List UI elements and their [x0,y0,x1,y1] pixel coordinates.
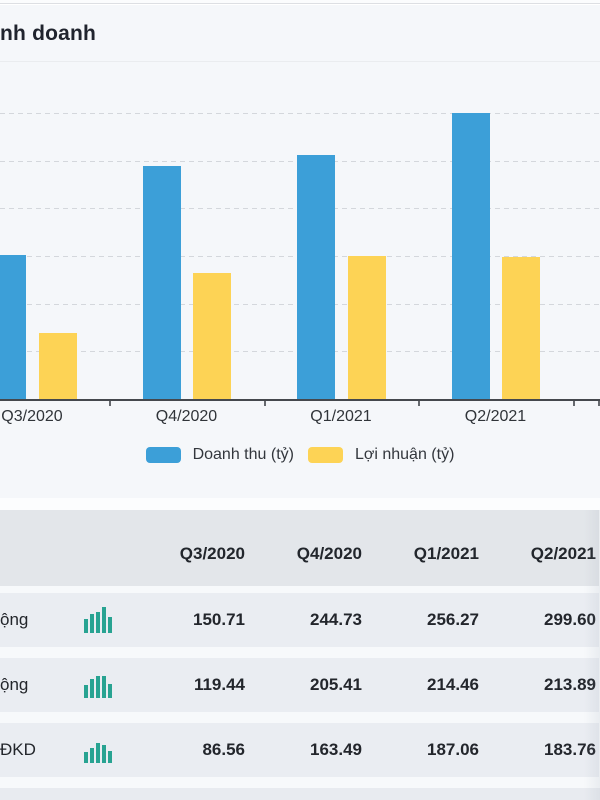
bar-doanh-thu-q1-2021 [297,154,335,399]
financial-table-section: Q3/2020 Q4/2020 Q1/2021 Q2/2021 ộng 150.71 24… [0,510,600,800]
value-cell: 299.60 [544,610,596,629]
title-divider [0,61,600,62]
gridline-300 [0,112,600,114]
mini-bar-chart-icon [84,737,131,763]
value-cell: 244.73 [310,610,362,629]
spark-bar [102,676,106,698]
spark-bar [96,612,100,633]
chart-legend: Doanh thu (tỷ) Lợi nhuận (tỷ) [0,446,600,464]
legend-label: Doanh thu (tỷ) [192,446,294,463]
column-header-q4-2020: Q4/2020 [296,544,362,563]
bar-loi-nhuan-q3-2020 [38,333,77,399]
spark-bar [102,607,106,633]
value-cell: 214.46 [427,675,479,694]
bar-doanh-thu-q3-2020 [0,255,26,399]
spark-bar [84,685,88,698]
bar-doanh-thu-q2-2021 [451,113,490,399]
table-body: ộng 150.71 244.73 256.27 299.60 ộng 119.44 205.… [0,593,600,777]
table-row: ộng 119.44 205.41 214.46 213.89 [0,658,599,712]
value-cell: 86.56 [202,740,245,759]
table-row: ộng 150.71 244.73 256.27 299.60 [0,593,599,647]
section-gap [0,498,600,510]
spark-bar [90,614,94,633]
legend-item-loi-nhuan[interactable]: Lợi nhuận (tỷ) [307,446,455,464]
business-results-section: nh doanh Q3/2020 Q4/2020 Q1/2021 Q2/2021 Do… [0,5,600,498]
bar-doanh-thu-q4-2020 [142,165,181,399]
spark-bar [84,752,88,763]
value-cell: 183.76 [544,740,596,759]
x-axis-tick [598,401,600,406]
value-cell: 205.41 [310,675,362,694]
top-divider [0,0,600,4]
x-axis-tick [263,401,266,406]
column-header-q2-2021: Q2/2021 [530,544,596,563]
spark-bar [90,748,94,763]
x-axis-label-q2-2021: Q2/2021 [464,408,527,425]
legend-swatch-icon [145,447,181,463]
spark-bar [84,619,88,633]
spark-bar [108,684,112,698]
legend-swatch-icon [307,447,343,463]
x-axis-tick [572,401,575,406]
bar-loi-nhuan-q1-2021 [347,255,386,399]
mini-bar-chart-icon [84,672,131,698]
x-axis-tick [418,401,421,406]
legend-item-doanh-thu[interactable]: Doanh thu (tỷ) [145,446,294,464]
x-axis-label-q1-2021: Q1/2021 [310,408,372,425]
value-cell: 150.71 [193,610,245,629]
spark-bar [102,745,106,763]
row-label: ĐKD [0,740,36,759]
value-cell: 187.06 [427,740,479,759]
spark-bar [96,743,100,763]
spark-bar [90,679,94,698]
x-axis-line [0,399,600,401]
value-cell: 119.44 [193,675,245,694]
spark-bar [108,617,112,633]
bar-loi-nhuan-q4-2020 [193,273,231,399]
row-label: ộng [0,675,29,694]
spark-bar [108,751,112,763]
column-header-q1-2021: Q1/2021 [413,544,479,563]
value-cell: 256.27 [427,610,479,629]
value-cell: 163.49 [310,740,362,759]
row-label: ộng [0,610,29,629]
value-cell: 213.89 [544,675,596,694]
x-axis-label-q3-2020: Q3/2020 [1,408,63,425]
table-row: ĐKD 86.56 163.49 187.06 183.76 [0,723,599,777]
table-header-row: Q3/2020 Q4/2020 Q1/2021 Q2/2021 [0,510,599,586]
legend-label: Lợi nhuận (tỷ) [354,446,455,463]
bar-loi-nhuan-q2-2021 [502,256,540,399]
x-axis-label-q4-2020: Q4/2020 [155,408,218,425]
x-axis-tick [109,401,112,406]
table-row-partial [0,788,600,800]
mini-bar-chart-icon [84,607,131,633]
column-header-q3-2020: Q3/2020 [179,544,245,563]
spark-bar [96,676,100,698]
page-title: nh doanh [0,22,97,45]
bar-chart: Q3/2020 Q4/2020 Q1/2021 Q2/2021 [0,75,600,440]
